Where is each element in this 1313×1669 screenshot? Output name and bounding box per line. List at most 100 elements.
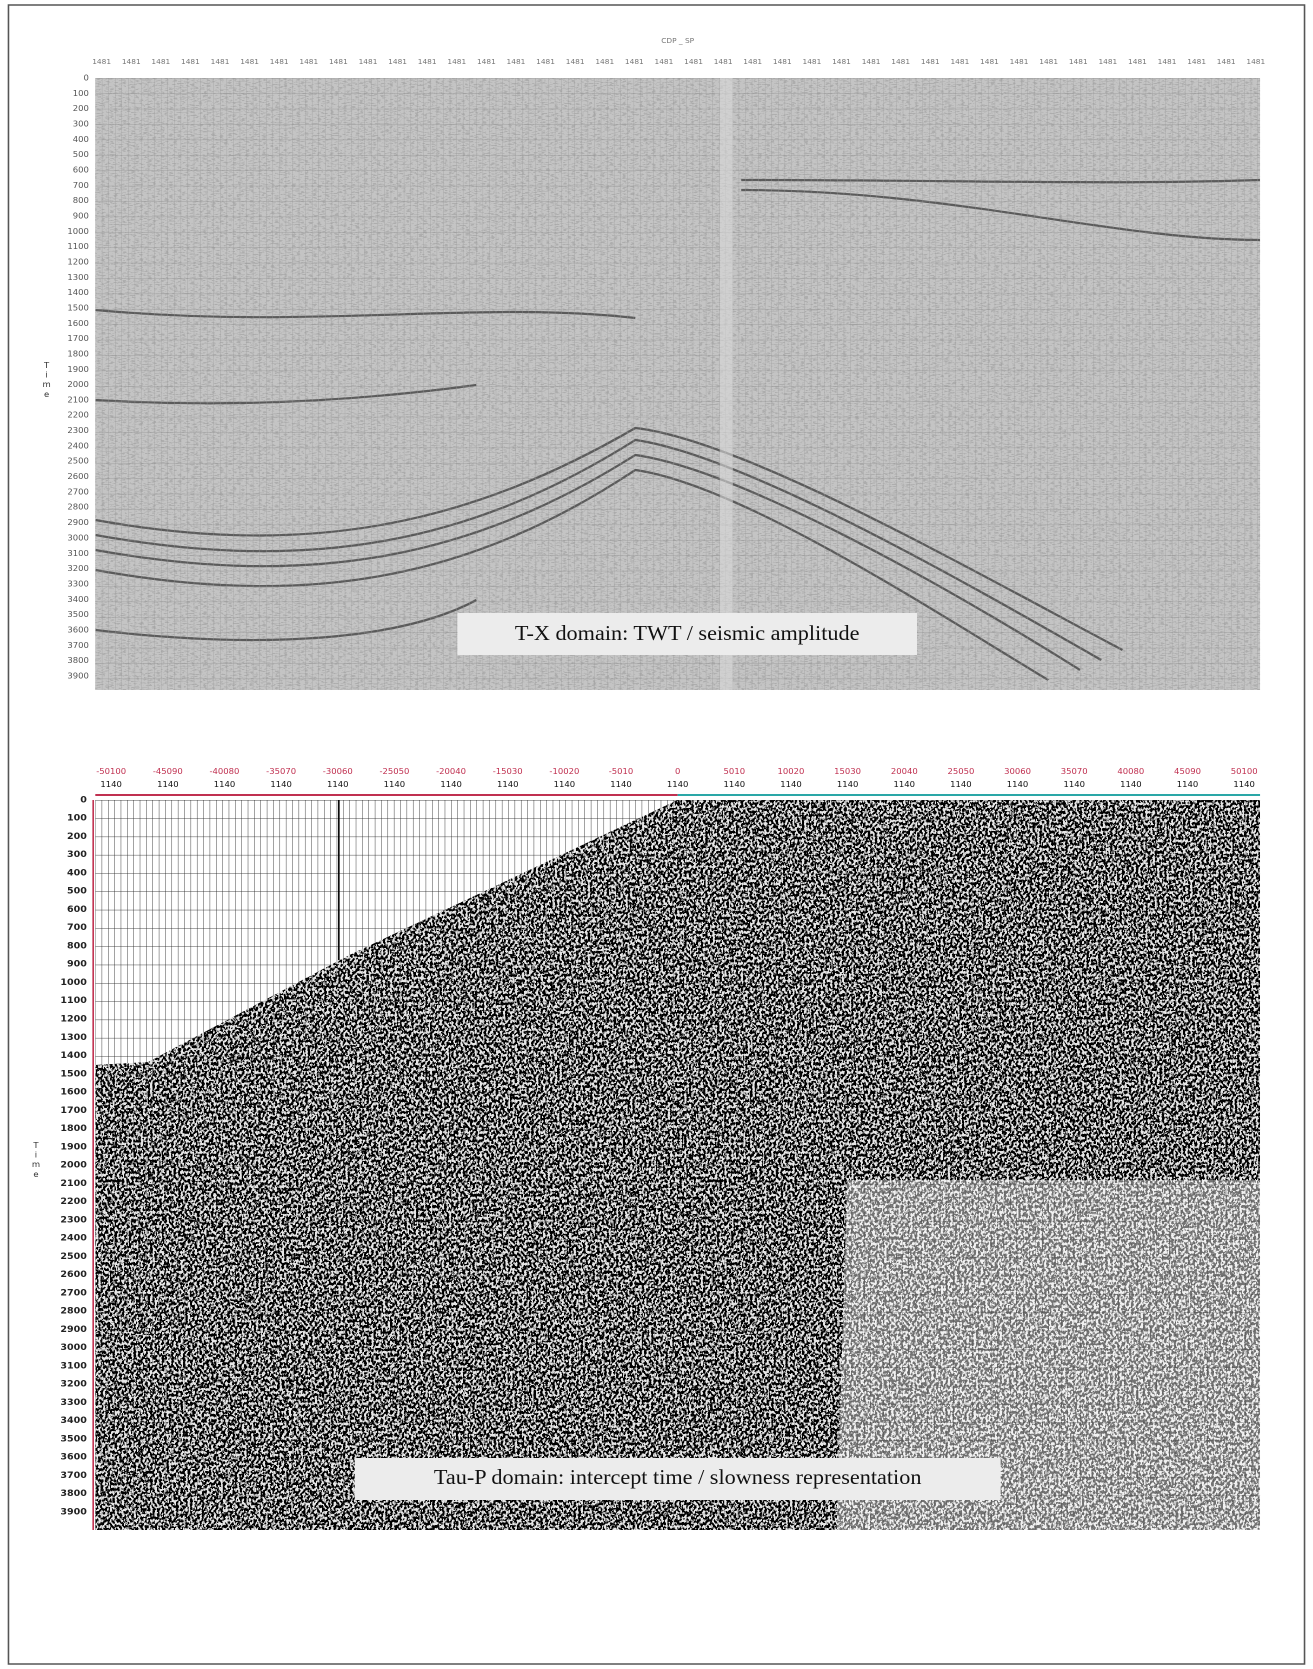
x-tick-label: 1481 — [684, 57, 703, 66]
x-tick-label: 1140 — [1177, 779, 1199, 789]
y-tick-label: 3300 — [60, 1397, 86, 1408]
y-tick-label: 3600 — [60, 1452, 86, 1463]
y-tick-label: 1300 — [60, 1032, 86, 1043]
x-tick-label: 1140 — [837, 779, 859, 789]
y-tick-label: 2900 — [60, 1324, 86, 1335]
x-tick-label: 1140 — [610, 779, 632, 789]
y-tick-label: 500 — [73, 149, 89, 159]
x-tick-label: 30060 — [1004, 766, 1031, 776]
y-tick-label: 700 — [67, 922, 87, 933]
x-tick-label: -30060 — [323, 766, 353, 776]
y-tick-label: 2100 — [67, 395, 89, 405]
y-tick-label: 3100 — [67, 548, 89, 558]
y-tick-label: 1600 — [60, 1087, 86, 1098]
y-tick-label: 2300 — [67, 425, 89, 435]
y-tick-label: 200 — [67, 831, 87, 842]
y-tick-label: 2700 — [60, 1288, 86, 1299]
x-tick-label: 1140 — [894, 779, 916, 789]
y-tick-label: 1100 — [67, 241, 89, 251]
caption: T-X domain: TWT / seismic amplitude — [515, 621, 860, 644]
x-tick-label: 1140 — [724, 779, 746, 789]
x-tick-label: 1481 — [1098, 57, 1117, 66]
y-tick-label: 100 — [73, 88, 89, 98]
x-tick-label: -25050 — [379, 766, 409, 776]
x-tick-label: 1481 — [862, 57, 881, 66]
x-tick-label: 1140 — [157, 779, 179, 789]
x-tick-label: 1481 — [151, 57, 170, 66]
y-tick-label: 600 — [67, 904, 87, 915]
x-tick-label: 1481 — [122, 57, 141, 66]
x-tick-label: 40080 — [1117, 766, 1144, 776]
x-tick-label: -45090 — [153, 766, 183, 776]
y-tick-label: 1000 — [60, 977, 86, 988]
y-tick-label: 700 — [73, 180, 89, 190]
x-tick-label: 1481 — [418, 57, 437, 66]
x-tick-label: 1481 — [980, 57, 999, 66]
y-tick-label: 3500 — [67, 609, 89, 619]
y-tick-label: 900 — [67, 959, 87, 970]
y-tick-label: 1200 — [67, 257, 89, 267]
x-tick-label: -15030 — [493, 766, 523, 776]
x-tick-label: 1481 — [1069, 57, 1088, 66]
x-tick-label: 1140 — [327, 779, 349, 789]
y-tick-label: 1200 — [60, 1014, 86, 1025]
x-tick-label: 1481 — [1010, 57, 1029, 66]
x-tick-label: 25050 — [947, 766, 974, 776]
y-tick-label: 800 — [73, 195, 89, 205]
y-tick-label: 2900 — [67, 517, 89, 527]
x-tick-label: -50100 — [96, 766, 126, 776]
x-tick-label: 1481 — [1246, 57, 1265, 66]
y-tick-label: 2000 — [60, 1160, 86, 1171]
x-tick-label: 1481 — [566, 57, 585, 66]
x-tick-label: -40080 — [210, 766, 240, 776]
y-tick-label: 200 — [73, 103, 89, 113]
y-tick-label: 2000 — [67, 379, 89, 389]
x-tick-label: 1481 — [921, 57, 940, 66]
y-tick-label: 300 — [67, 849, 87, 860]
y-tick-label: 2200 — [67, 410, 89, 420]
x-tick-label: 1140 — [1063, 779, 1085, 789]
x-tick-label: 1481 — [536, 57, 555, 66]
x-tick-label: 1481 — [270, 57, 289, 66]
x-tick-label: 1481 — [359, 57, 378, 66]
x-tick-label: 1481 — [477, 57, 496, 66]
x-tick-label: 1481 — [447, 57, 466, 66]
y-tick-label: 3400 — [67, 594, 89, 604]
y-tick-label: 2200 — [60, 1196, 86, 1207]
y-tick-label: 0 — [80, 795, 87, 806]
x-tick-label: 1481 — [299, 57, 318, 66]
y-tick-label: 3700 — [60, 1470, 86, 1481]
x-tick-label: 1140 — [100, 779, 122, 789]
x-tick-label: -5010 — [609, 766, 634, 776]
y-tick-label: 2500 — [60, 1251, 86, 1262]
y-tick-label: 3200 — [60, 1379, 86, 1390]
y-tick-label: 3500 — [60, 1434, 86, 1445]
x-tick-label: 1481 — [507, 57, 526, 66]
x-tick-label: 1481 — [832, 57, 851, 66]
y-tick-label: 1800 — [60, 1123, 86, 1134]
x-tick-label: 1481 — [1158, 57, 1177, 66]
x-tick-label: 1140 — [497, 779, 519, 789]
y-tick-label: 1100 — [60, 995, 86, 1006]
x-tick-label: 1140 — [950, 779, 972, 789]
x-tick-label: 10020 — [778, 766, 805, 776]
y-tick-label: 1800 — [67, 349, 89, 359]
x-tick-label: -10020 — [549, 766, 579, 776]
x-tick-label: 1481 — [211, 57, 230, 66]
y-tick-label: 500 — [67, 886, 87, 897]
y-tick-label: 3100 — [60, 1361, 86, 1372]
y-tick-label: 2600 — [60, 1269, 86, 1280]
y-tick-label: 1700 — [67, 333, 89, 343]
x-tick-label: 15030 — [834, 766, 861, 776]
y-tick-label: 2500 — [67, 456, 89, 466]
x-tick-label: 1140 — [214, 779, 236, 789]
x-tick-label: 1481 — [92, 57, 111, 66]
x-tick-label: 20040 — [891, 766, 918, 776]
x-tick-label: 1140 — [1007, 779, 1029, 789]
x-tick-label: 1481 — [803, 57, 822, 66]
x-tick-label: 1140 — [780, 779, 802, 789]
x-tick-label: 1140 — [270, 779, 292, 789]
x-tick-label: 1481 — [773, 57, 792, 66]
y-tick-label: 3900 — [67, 671, 89, 681]
x-tick-label: 1481 — [240, 57, 259, 66]
